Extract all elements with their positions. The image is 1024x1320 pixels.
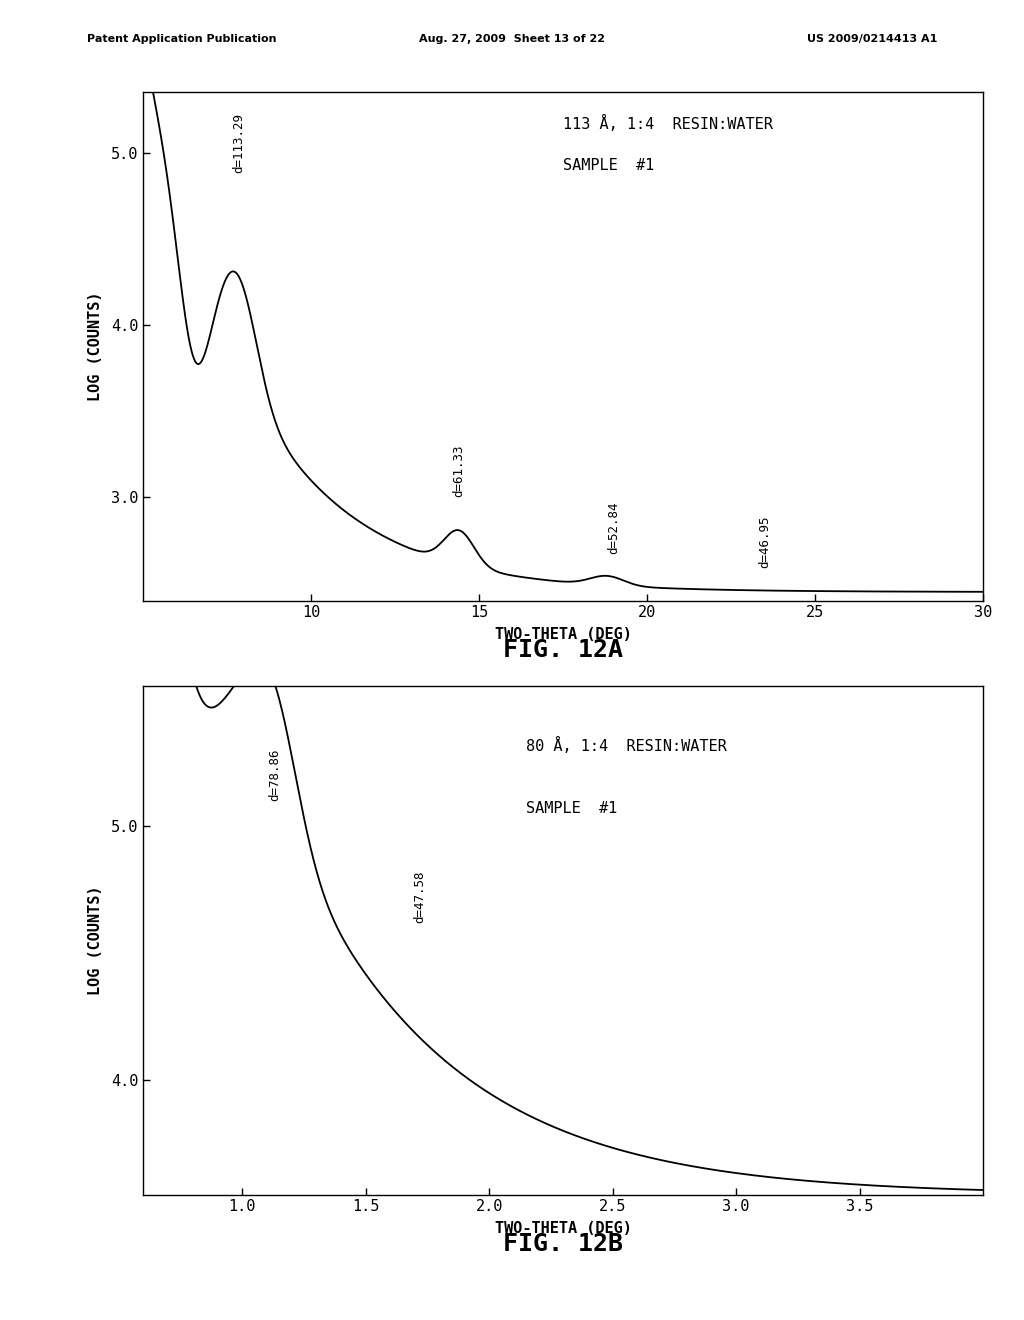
Text: 113 Å, 1:4  RESIN:WATER: 113 Å, 1:4 RESIN:WATER bbox=[563, 115, 773, 132]
Text: d=47.58: d=47.58 bbox=[414, 870, 426, 923]
X-axis label: TWO-THETA (DEG): TWO-THETA (DEG) bbox=[495, 1221, 632, 1237]
Text: SAMPLE  #1: SAMPLE #1 bbox=[563, 158, 654, 173]
Text: Aug. 27, 2009  Sheet 13 of 22: Aug. 27, 2009 Sheet 13 of 22 bbox=[419, 34, 605, 45]
Text: FIG. 12A: FIG. 12A bbox=[503, 638, 624, 661]
Text: SAMPLE  #1: SAMPLE #1 bbox=[526, 801, 617, 816]
Text: FIG. 12B: FIG. 12B bbox=[503, 1232, 624, 1255]
Text: d=52.84: d=52.84 bbox=[607, 502, 621, 554]
Y-axis label: LOG (COUNTS): LOG (COUNTS) bbox=[88, 292, 102, 401]
Y-axis label: LOG (COUNTS): LOG (COUNTS) bbox=[88, 886, 102, 995]
Text: Patent Application Publication: Patent Application Publication bbox=[87, 34, 276, 45]
Text: d=113.29: d=113.29 bbox=[232, 114, 246, 173]
Text: US 2009/0214413 A1: US 2009/0214413 A1 bbox=[807, 34, 937, 45]
X-axis label: TWO-THETA (DEG): TWO-THETA (DEG) bbox=[495, 627, 632, 643]
Text: d=61.33: d=61.33 bbox=[453, 445, 466, 498]
Text: d=78.86: d=78.86 bbox=[267, 748, 281, 801]
Text: d=46.95: d=46.95 bbox=[758, 515, 771, 568]
Text: 80 Å, 1:4  RESIN:WATER: 80 Å, 1:4 RESIN:WATER bbox=[526, 738, 727, 754]
